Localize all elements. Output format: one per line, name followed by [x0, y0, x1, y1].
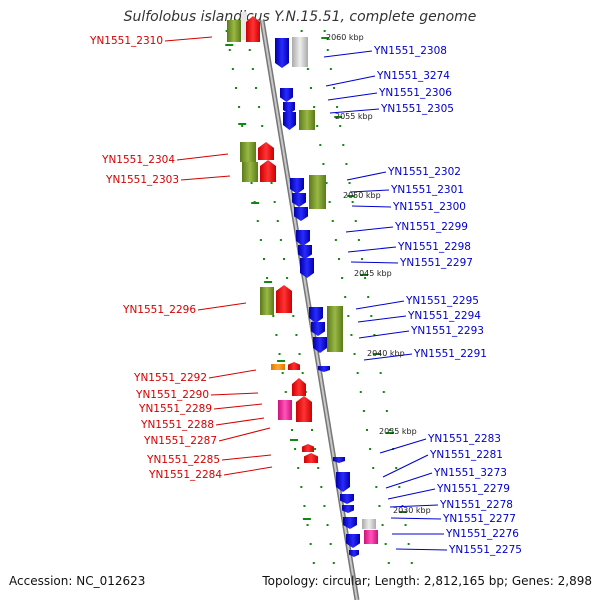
gene-label[interactable]: YN1551_2285 [146, 454, 220, 466]
gene-arrow [275, 38, 289, 68]
gene-arrow [276, 285, 292, 313]
gene-label[interactable]: YN1551_2308 [373, 45, 447, 57]
gene-label[interactable]: YN1551_2289 [138, 403, 212, 415]
gene-arrow [340, 494, 354, 504]
gene-label[interactable]: YN1551_2297 [399, 257, 473, 269]
gene-box [309, 175, 326, 209]
gene-arrow [258, 142, 274, 160]
gene-label[interactable]: YN1551_2288 [140, 419, 214, 431]
gene-box [292, 37, 308, 67]
gene-label[interactable]: YN1551_2299 [394, 221, 468, 233]
label-leaders [164, 36, 448, 551]
gene-label[interactable]: YN1551_2290 [135, 389, 209, 401]
gene-label[interactable]: YN1551_2301 [390, 184, 464, 196]
gene-label[interactable]: YN1551_2300 [392, 201, 466, 213]
gene-label[interactable]: YN1551_2275 [448, 544, 522, 556]
topology-text: Topology: circular; Length: 2,812,165 bp… [262, 574, 592, 588]
gene-arrow [336, 472, 350, 492]
gene-label[interactable]: YN1551_2283 [427, 433, 501, 445]
gene-box [260, 287, 274, 315]
gene-box [299, 110, 315, 130]
gene-arrow [298, 245, 312, 259]
gene-box [241, 12, 247, 40]
map-title: Sulfolobus islandicus Y.N.15.51, complet… [123, 9, 477, 25]
gene-arrow [292, 193, 306, 207]
kbp-label: 2040 kbp [367, 349, 405, 358]
gene-box [227, 20, 241, 42]
gene-arrow [246, 16, 260, 42]
kbp-label: 2030 kbp [393, 506, 431, 515]
gene-arrow [313, 337, 327, 353]
gene-arrow [349, 550, 359, 557]
gene-label[interactable]: YN1551_2296 [122, 304, 196, 316]
gene-arrow [342, 505, 354, 513]
gene-box [327, 306, 343, 352]
gene-label[interactable]: YN1551_2293 [410, 325, 484, 337]
gene-label[interactable]: YN1551_2278 [439, 499, 513, 511]
gene-label[interactable]: YN1551_2295 [405, 295, 479, 307]
gene-arrow [294, 207, 308, 221]
gene-arrow [292, 378, 306, 396]
gene-label[interactable]: YN1551_2305 [380, 103, 454, 115]
kbp-label: 2060 kbp [326, 33, 364, 42]
scale-labels: 2060 kbp 2055 kbp 2050 kbp 2045 kbp 2040… [326, 33, 431, 515]
right-gene-labels: YN1551_2308 YN1551_3274 YN1551_2306 YN15… [373, 45, 522, 556]
gene-arrow [309, 307, 323, 323]
gene-arrow [283, 102, 295, 114]
gene-label[interactable]: YN1551_2287 [143, 435, 217, 447]
gene-label[interactable]: YN1551_3274 [376, 70, 450, 82]
gene-arrow [302, 444, 314, 452]
gene-box [242, 162, 258, 182]
gene-label[interactable]: YN1551_2294 [407, 310, 481, 322]
gene-label[interactable]: YN1551_2292 [133, 372, 207, 384]
gene-label[interactable]: YN1551_2276 [445, 528, 519, 540]
gene-arrow [304, 453, 318, 463]
gene-label[interactable]: YN1551_2298 [397, 241, 471, 253]
gene-arrow [290, 178, 304, 194]
left-gene-labels: YN1551_2310 YN1551_2304 YN1551_2303 YN15… [89, 35, 222, 481]
gene-label[interactable]: YN1551_2310 [89, 35, 163, 47]
accession-text: Accession: NC_012623 [9, 574, 146, 588]
gene-arrow [260, 160, 276, 182]
kbp-label: 2035 kbp [379, 427, 417, 436]
gene-box [364, 530, 378, 544]
gene-label[interactable]: YN1551_3273 [433, 467, 507, 479]
gene-label[interactable]: YN1551_2281 [429, 449, 503, 461]
gene-box [240, 142, 256, 162]
gene-label[interactable]: YN1551_2284 [148, 469, 222, 481]
gene-box [362, 519, 376, 529]
gene-label[interactable]: YN1551_2302 [387, 166, 461, 178]
gene-label[interactable]: YN1551_2303 [105, 174, 179, 186]
gene-arrow [346, 534, 360, 548]
gene-arrow [296, 396, 312, 422]
gene-features [227, 12, 378, 557]
gene-label[interactable]: YN1551_2277 [442, 513, 516, 525]
gene-label[interactable]: YN1551_2306 [378, 87, 452, 99]
gene-box [278, 400, 292, 420]
gene-label[interactable]: YN1551_2304 [101, 154, 175, 166]
scale-ticks [225, 37, 407, 520]
gene-arrow [318, 366, 330, 372]
gene-arrow [288, 362, 300, 370]
gene-arrow [283, 112, 296, 130]
kbp-label: 2055 kbp [335, 112, 373, 121]
gene-label[interactable]: YN1551_2291 [413, 348, 487, 360]
gene-label[interactable]: YN1551_2279 [436, 483, 510, 495]
gene-arrow [333, 457, 345, 463]
gene-arrow [311, 322, 325, 336]
gene-arrow [280, 88, 293, 102]
gene-box [271, 364, 285, 370]
kbp-label: 2045 kbp [354, 269, 392, 278]
gene-arrow [343, 517, 357, 529]
kbp-label: 2050 kbp [343, 191, 381, 200]
gene-arrow [300, 258, 314, 278]
gene-arrow [296, 230, 310, 246]
